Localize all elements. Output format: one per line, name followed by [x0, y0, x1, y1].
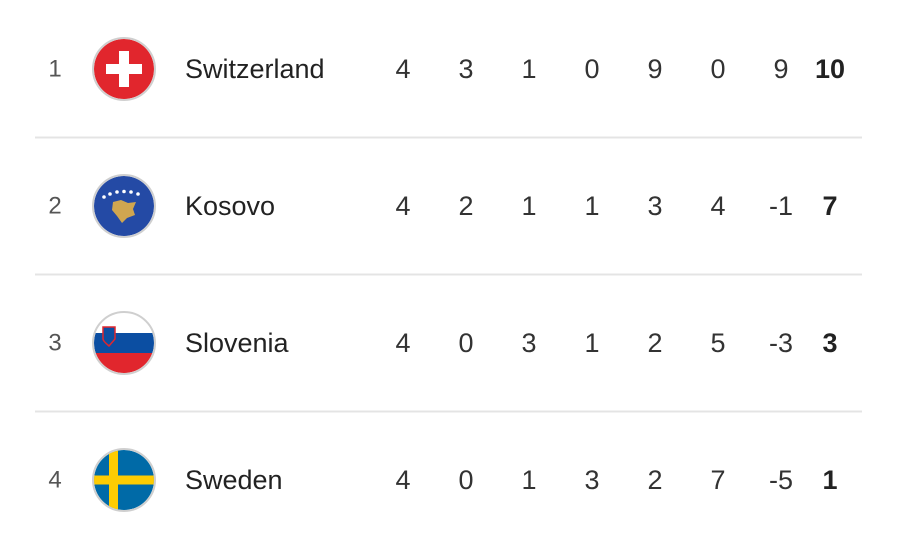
team-name: Kosovo	[185, 191, 275, 221]
rank: 3	[48, 330, 61, 357]
stat: 0	[584, 54, 599, 84]
stat: 1	[521, 465, 536, 495]
points: 10	[815, 54, 845, 84]
stat: 2	[458, 191, 473, 221]
flag-kosovo	[92, 174, 156, 238]
stat: 2	[647, 328, 662, 358]
points: 1	[822, 465, 837, 495]
stat: -5	[769, 465, 793, 495]
team-name: Slovenia	[185, 328, 290, 358]
flag-sweden	[92, 448, 156, 512]
stat: -1	[769, 191, 793, 221]
stat: 4	[395, 191, 410, 221]
stat: 1	[521, 54, 536, 84]
team-name: Sweden	[185, 465, 283, 495]
flag-slovenia	[92, 311, 156, 375]
stat: 0	[710, 54, 725, 84]
points: 3	[822, 328, 837, 358]
rank: 2	[48, 193, 61, 220]
stat: 4	[395, 465, 410, 495]
stat: 1	[584, 328, 599, 358]
rank: 1	[48, 56, 61, 83]
stat: 1	[584, 191, 599, 221]
stat: 2	[647, 465, 662, 495]
stat: 5	[710, 328, 725, 358]
flag-switzerland	[92, 37, 156, 101]
points: 7	[822, 191, 837, 221]
stat: -3	[769, 328, 793, 358]
stat: 3	[521, 328, 536, 358]
stat: 1	[521, 191, 536, 221]
stat: 0	[458, 328, 473, 358]
stat: 0	[458, 465, 473, 495]
stat: 3	[458, 54, 473, 84]
stat: 3	[647, 191, 662, 221]
stat: 4	[395, 54, 410, 84]
rank: 4	[48, 467, 61, 494]
stat: 7	[710, 465, 725, 495]
stat: 9	[647, 54, 662, 84]
stat: 3	[584, 465, 599, 495]
stat: 4	[395, 328, 410, 358]
team-name: Switzerland	[185, 54, 325, 84]
stat: 9	[773, 54, 788, 84]
stat: 4	[710, 191, 725, 221]
